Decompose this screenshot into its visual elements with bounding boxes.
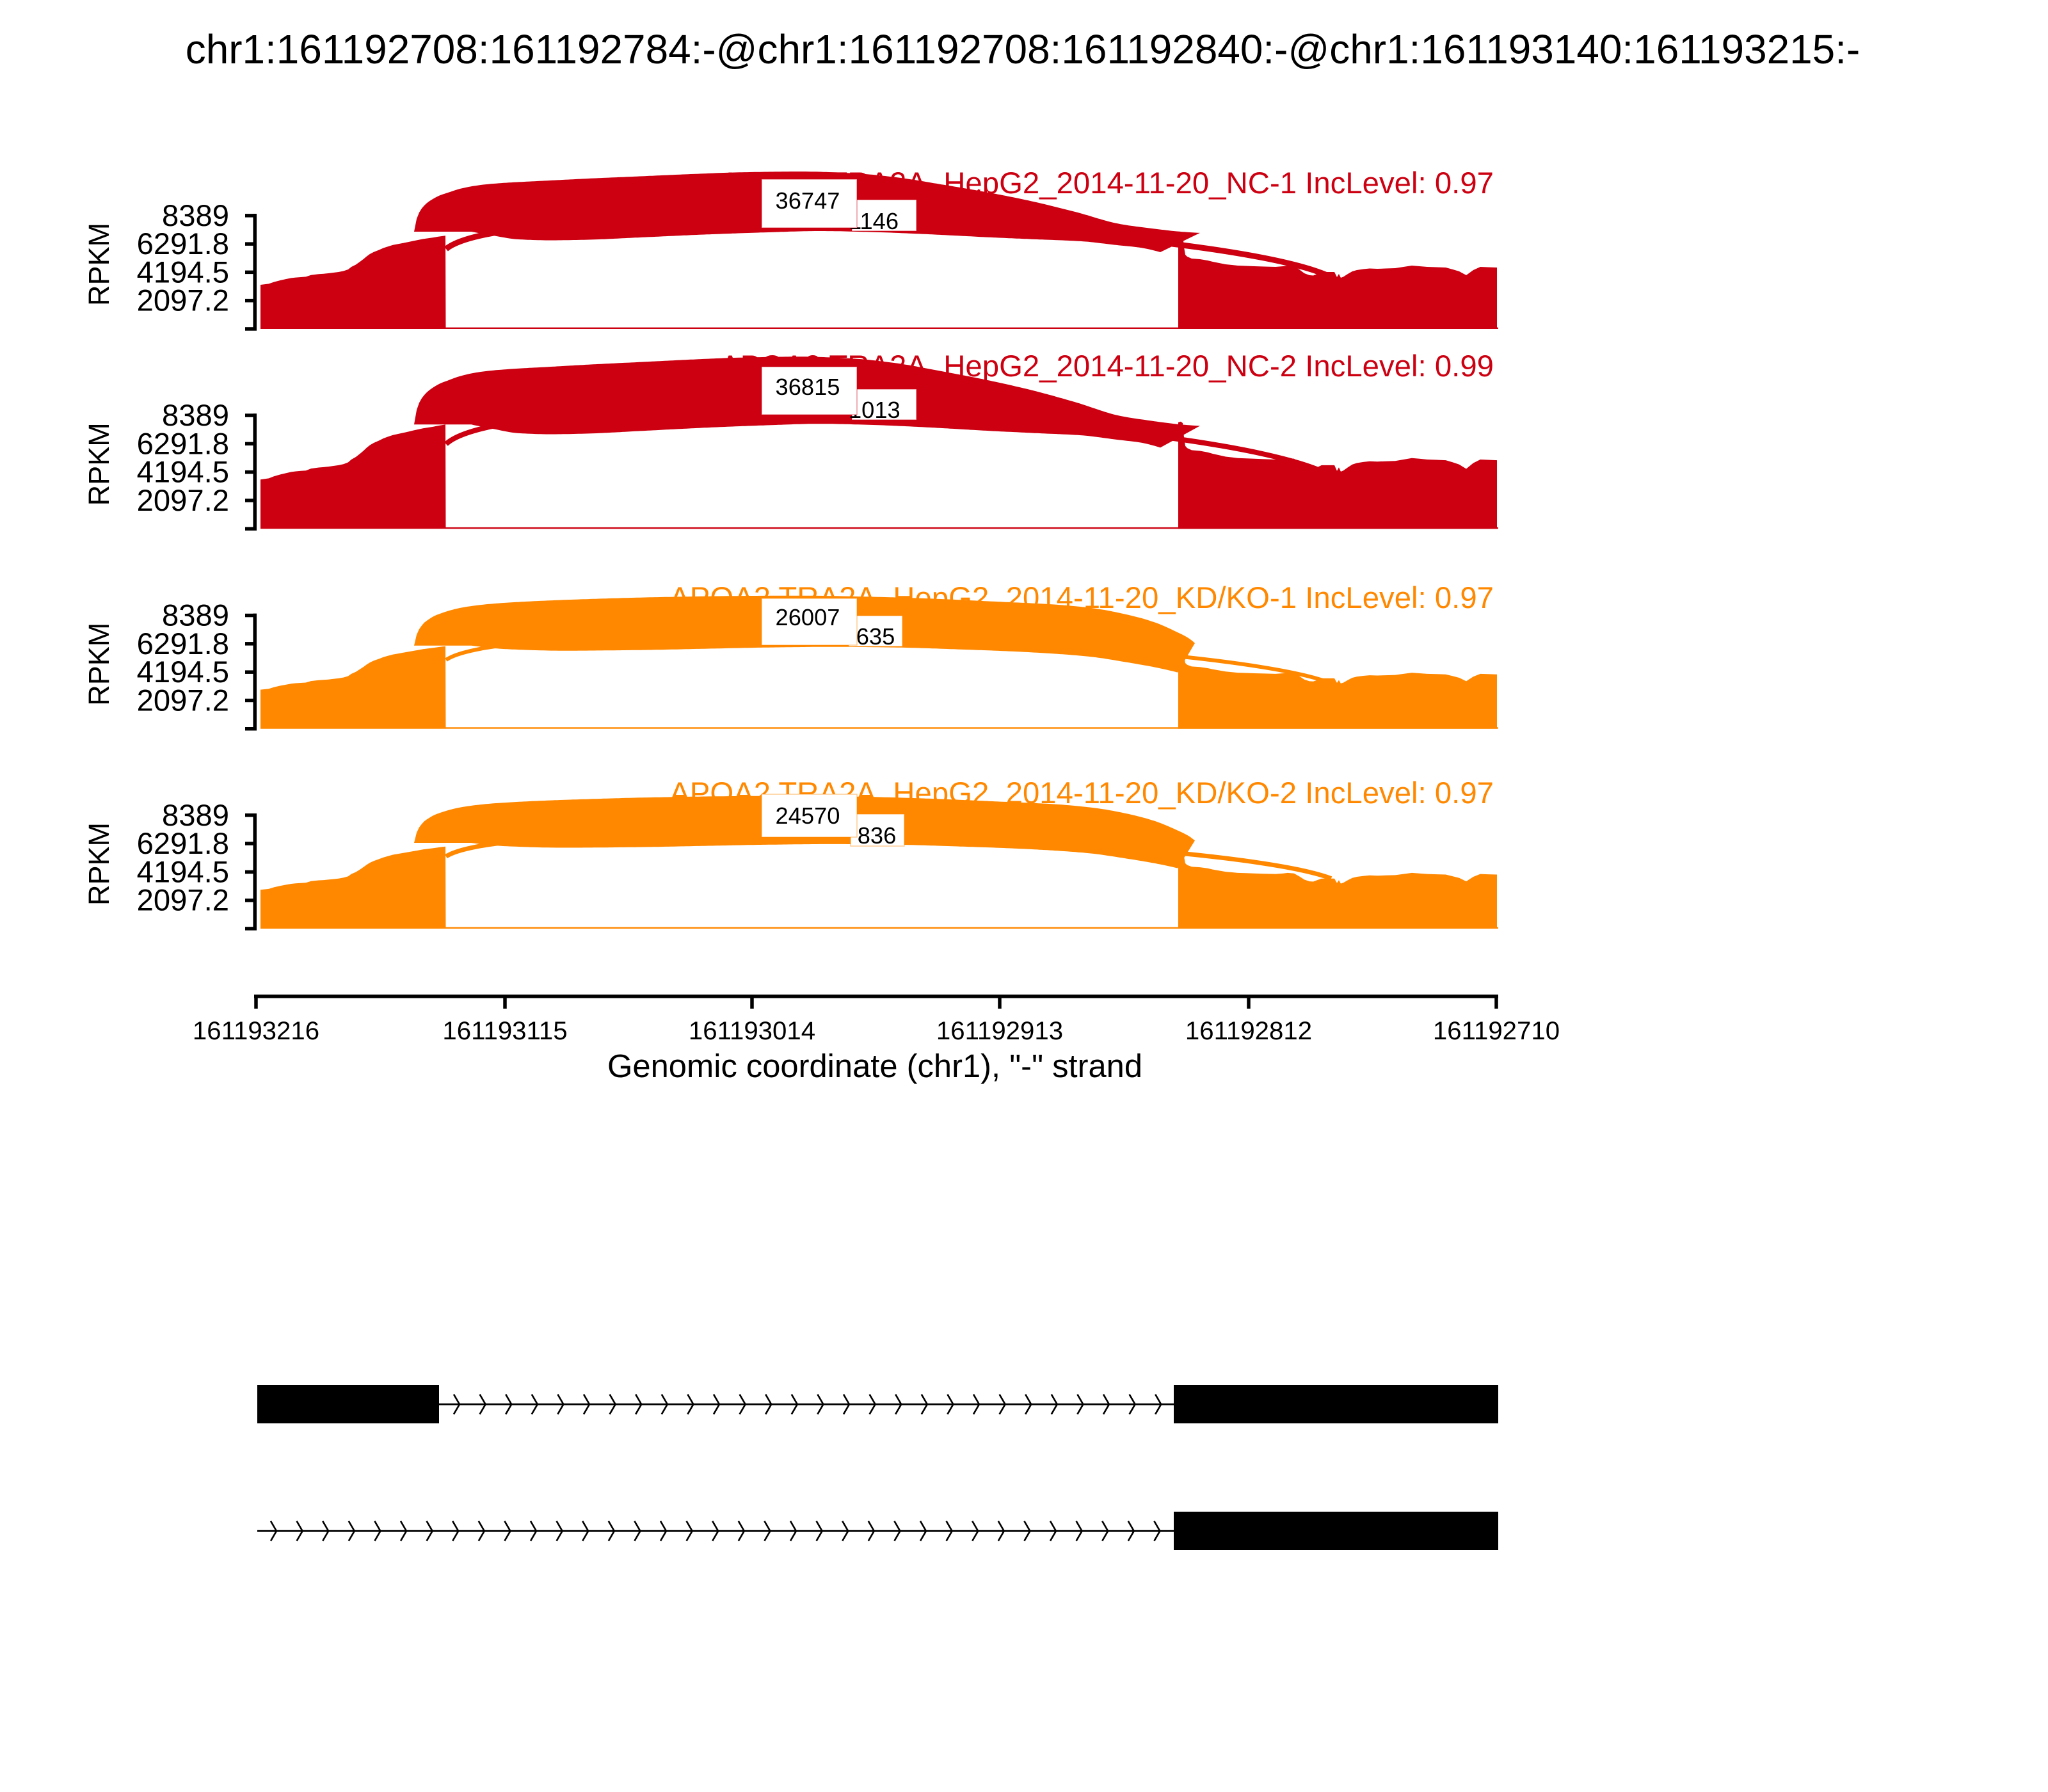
svg-text:6291.8: 6291.8 bbox=[137, 827, 229, 861]
svg-text:RPKM: RPKM bbox=[83, 422, 115, 506]
svg-text:161192913: 161192913 bbox=[936, 1016, 1063, 1045]
svg-text:1146: 1146 bbox=[849, 208, 899, 234]
svg-text:RPKM: RPKM bbox=[83, 623, 115, 706]
svg-text:RPKM: RPKM bbox=[83, 822, 115, 906]
svg-text:4194.5: 4194.5 bbox=[137, 855, 229, 889]
svg-text:Genomic coordinate (chr1), "-": Genomic coordinate (chr1), "-" strand bbox=[607, 1048, 1142, 1084]
svg-text:836: 836 bbox=[858, 822, 897, 849]
svg-text:161193014: 161193014 bbox=[689, 1016, 815, 1045]
svg-text:2097.2: 2097.2 bbox=[137, 684, 229, 717]
svg-text:6291.8: 6291.8 bbox=[137, 227, 229, 261]
svg-text:8389: 8389 bbox=[162, 799, 229, 833]
svg-text:2097.2: 2097.2 bbox=[137, 484, 229, 518]
svg-text:161192710: 161192710 bbox=[1433, 1016, 1560, 1045]
svg-text:4194.5: 4194.5 bbox=[137, 456, 229, 490]
svg-text:4194.5: 4194.5 bbox=[137, 655, 229, 689]
svg-text:161193216: 161193216 bbox=[193, 1016, 319, 1045]
svg-text:RPKM: RPKM bbox=[83, 223, 115, 306]
svg-text:161193115: 161193115 bbox=[442, 1016, 567, 1045]
svg-text:36815: 36815 bbox=[776, 374, 840, 400]
svg-text:161192812: 161192812 bbox=[1185, 1016, 1312, 1045]
svg-text:6291.8: 6291.8 bbox=[137, 627, 229, 661]
svg-text:8389: 8389 bbox=[162, 399, 229, 433]
svg-text:635: 635 bbox=[856, 623, 895, 650]
svg-text:2097.2: 2097.2 bbox=[137, 284, 229, 318]
svg-text:8389: 8389 bbox=[162, 199, 229, 233]
svg-text:36747: 36747 bbox=[776, 188, 840, 214]
svg-text:2097.2: 2097.2 bbox=[137, 884, 229, 918]
svg-text:8389: 8389 bbox=[162, 599, 229, 633]
svg-text:4194.5: 4194.5 bbox=[137, 255, 229, 289]
svg-text:26007: 26007 bbox=[776, 604, 840, 630]
svg-text:6291.8: 6291.8 bbox=[137, 427, 229, 461]
svg-text:chr1:161192708:161192784:-@chr: chr1:161192708:161192784:-@chr1:16119270… bbox=[186, 26, 1860, 72]
svg-text:24570: 24570 bbox=[776, 803, 840, 829]
svg-text:1013: 1013 bbox=[849, 397, 900, 423]
